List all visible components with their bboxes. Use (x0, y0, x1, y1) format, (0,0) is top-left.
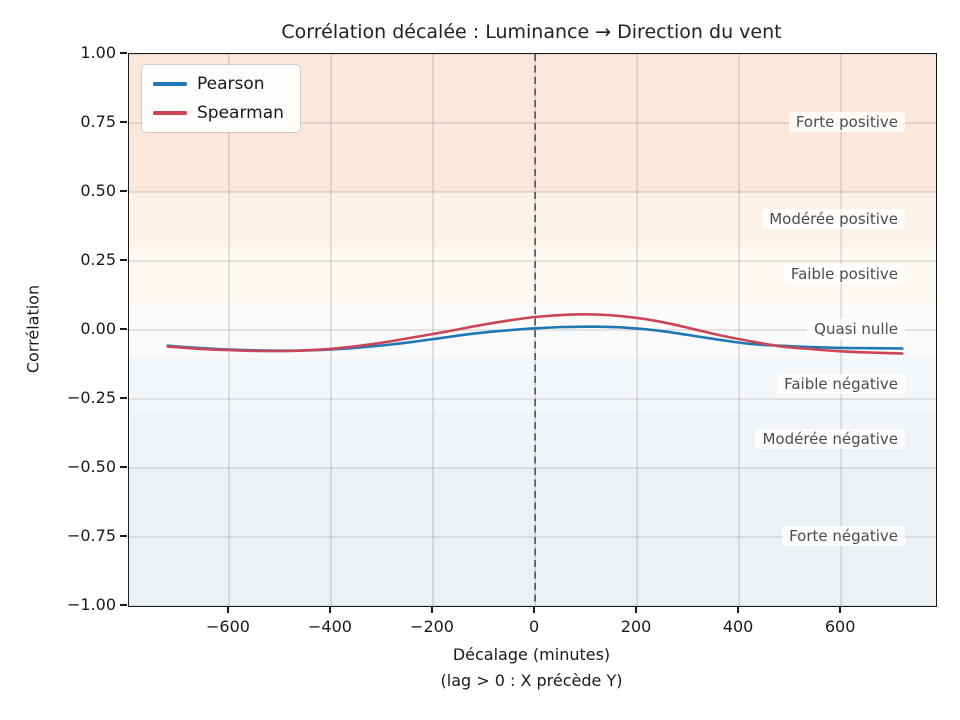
zone-label: Faible positive (783, 263, 905, 284)
zone-label: Forte positive (788, 112, 905, 132)
spearman-line (166, 313, 904, 355)
y-tickmark (120, 328, 127, 330)
legend: Pearson Spearman (141, 64, 301, 133)
y-tickmark (120, 535, 127, 537)
legend-label-pearson: Pearson (197, 74, 265, 94)
y-tick-label: 0.75 (80, 112, 116, 131)
x-tick-label: −600 (205, 617, 250, 636)
y-tick-label: −0.75 (66, 526, 116, 545)
x-tick-label: 600 (824, 617, 856, 636)
zone-label: Faible négative (777, 374, 905, 395)
x-tickmark (533, 606, 535, 613)
zone-band (129, 330, 936, 358)
y-tick-label: −0.25 (66, 388, 116, 407)
pearson-line-swatch (153, 82, 187, 86)
zone-label: Modérée négative (755, 429, 905, 450)
y-tickmark (120, 466, 127, 468)
y-tick-label: 0.00 (80, 319, 116, 338)
zone-label: Forte négative (782, 526, 905, 546)
x-tickmark (227, 606, 229, 613)
y-tickmark (120, 52, 127, 54)
x-tickmark (431, 606, 433, 613)
x-tick-label: −400 (308, 617, 352, 636)
y-tickmark (120, 190, 127, 192)
x-axis-label: Décalage (minutes) (452, 645, 611, 664)
y-tickmark (120, 121, 127, 123)
legend-item-pearson: Pearson (153, 74, 284, 94)
y-tickmark (120, 259, 127, 261)
y-tick-label: −1.00 (66, 595, 116, 614)
x-tickmark (635, 606, 637, 613)
y-tick-label: 0.25 (80, 250, 116, 269)
zone-label: Modérée positive (762, 208, 905, 229)
x-tick-label: −200 (410, 617, 454, 636)
y-tickmark (120, 604, 127, 606)
x-tick-label: 400 (722, 617, 754, 636)
x-tickmark (737, 606, 739, 613)
legend-item-spearman: Spearman (153, 103, 284, 123)
chart-title: Corrélation décalée : Luminance → Direct… (281, 21, 782, 43)
zone-label: Quasi nulle (807, 319, 905, 339)
x-tick-label: 0 (528, 617, 540, 636)
legend-label-spearman: Spearman (197, 103, 284, 123)
y-tick-label: 0.50 (80, 181, 116, 200)
x-axis-label-note: (lag > 0 : X précède Y) (440, 671, 623, 690)
spearman-line-swatch (153, 111, 187, 115)
x-tickmark (329, 606, 331, 613)
y-tickmark (120, 397, 127, 399)
y-tick-label: 1.00 (80, 43, 116, 62)
y-tick-label: −0.50 (66, 457, 116, 476)
x-tickmark (839, 606, 841, 613)
x-tick-label: 200 (620, 617, 652, 636)
